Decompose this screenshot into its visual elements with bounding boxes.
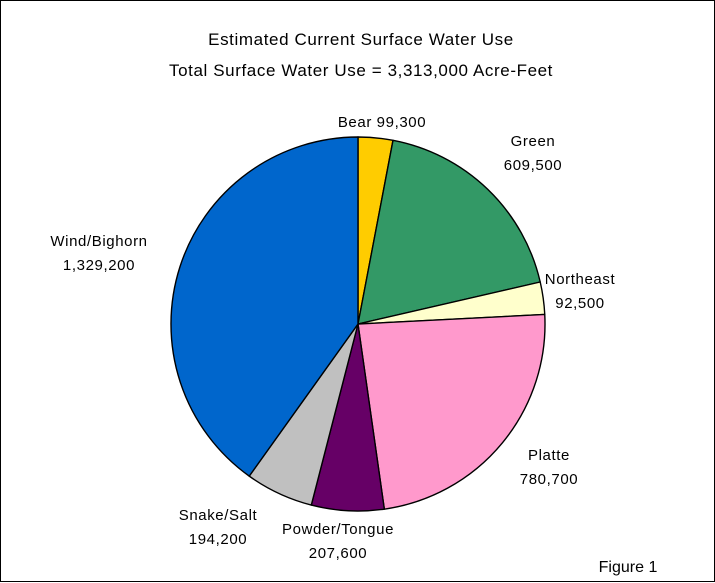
slice-value-powder-tongue: 207,600 bbox=[309, 545, 367, 562]
slice-label-wind-bighorn: Wind/Bighorn bbox=[50, 233, 147, 250]
slice-value-northeast: 92,500 bbox=[555, 295, 604, 312]
pie-slice-platte bbox=[357, 313, 546, 510]
slice-value-green: 609,500 bbox=[504, 157, 562, 174]
slice-label-green: Green bbox=[511, 133, 556, 150]
chart-subtitle: Total Surface Water Use = 3,313,000 Acre… bbox=[169, 61, 553, 80]
pie-slice-green bbox=[357, 139, 541, 325]
pie-slice-wind-bighorn bbox=[170, 136, 359, 477]
slice-label-bear: Bear 99,300 bbox=[338, 114, 426, 131]
slice-label-platte: Platte bbox=[528, 447, 570, 464]
figure-label: Figure 1 bbox=[599, 559, 658, 576]
slice-label-powder-tongue: Powder/Tongue bbox=[282, 521, 394, 538]
chart-title: Estimated Current Surface Water Use bbox=[208, 30, 514, 49]
slice-value-platte: 780,700 bbox=[520, 471, 578, 488]
slice-labels: Bear 99,300 Green 609,500 Northeast 92,500 Pl… bbox=[50, 114, 616, 562]
slice-label-snake-salt: Snake/Salt bbox=[179, 507, 258, 524]
pie-slices bbox=[170, 136, 546, 512]
slice-value-snake-salt: 194,200 bbox=[189, 531, 247, 548]
slice-value-wind-bighorn: 1,329,200 bbox=[63, 257, 135, 274]
slice-label-northeast: Northeast bbox=[545, 271, 616, 288]
